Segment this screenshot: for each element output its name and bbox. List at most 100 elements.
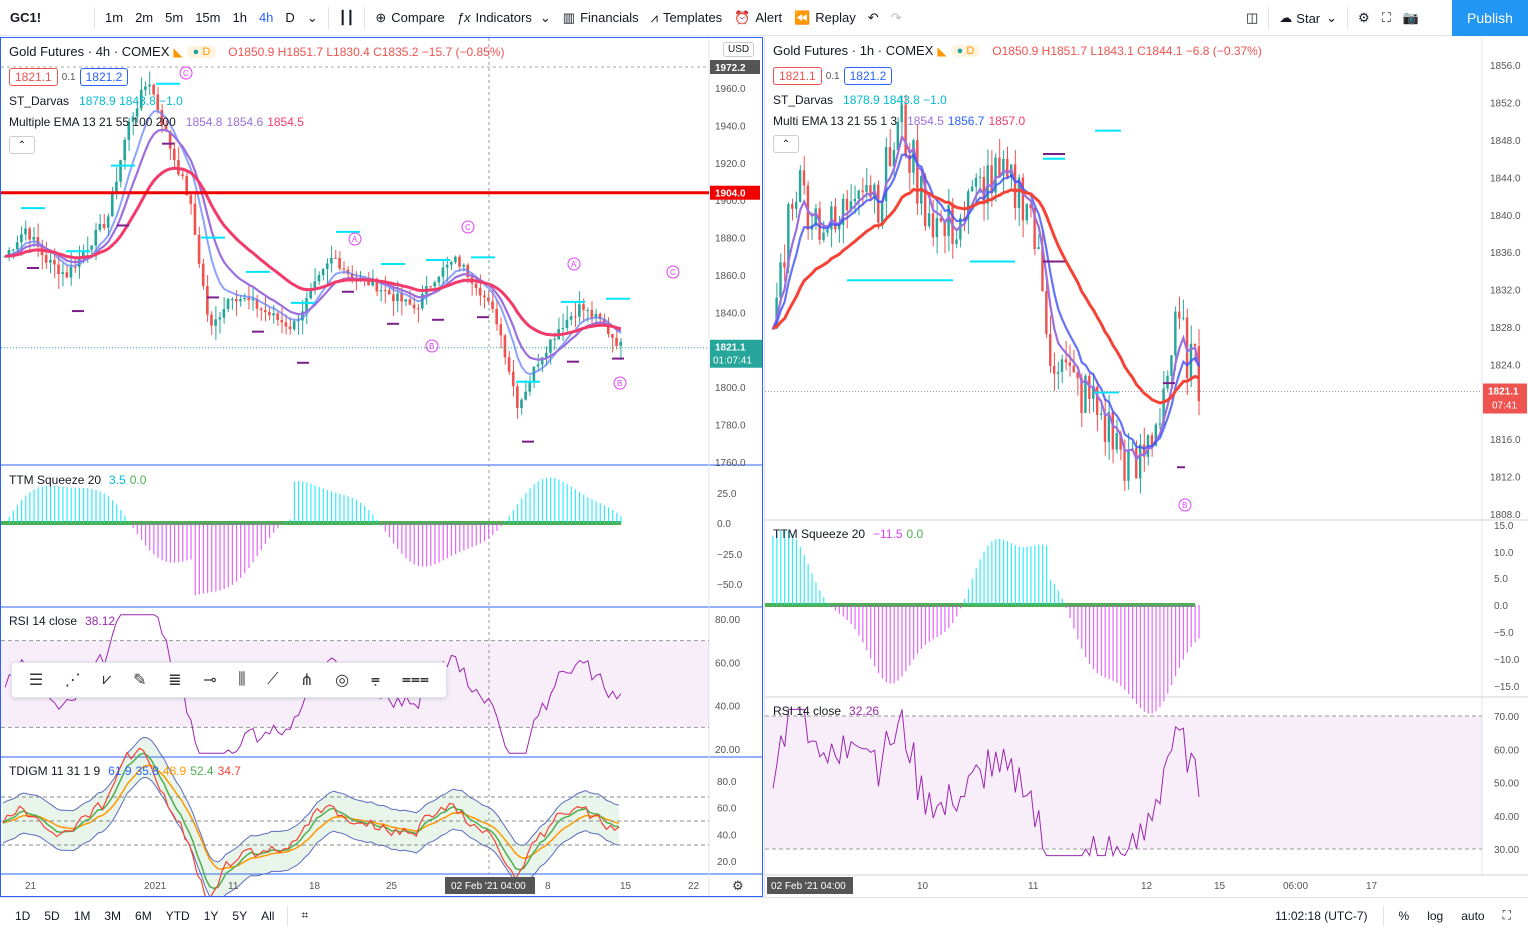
tdi-legend-left[interactable]: TDIGM 11 31 1 9 61.9 35.8 48.9 52.4 34.7	[9, 764, 241, 778]
gann-icon[interactable]: ◎	[335, 672, 350, 689]
price-tick-label: 1828.0	[1490, 323, 1521, 334]
tdi-tick-label: 80.0	[717, 777, 737, 788]
alert-button[interactable]: ⏰ Alert	[734, 9, 783, 26]
price-tick-label: 1856.0	[1490, 61, 1521, 72]
bid-price[interactable]: 1821.1	[9, 68, 58, 86]
candle-body	[197, 234, 201, 264]
candle-body	[20, 234, 23, 243]
interval-15m[interactable]: 15m	[195, 10, 221, 25]
collapse-legend-chevron-up-icon[interactable]: ⌃	[773, 135, 799, 153]
currency-label[interactable]: USD	[723, 42, 755, 57]
interval-4h[interactable]: 4h	[258, 10, 274, 25]
redo-icon[interactable]: ↷	[890, 9, 902, 25]
candle-body	[1045, 291, 1048, 335]
go-to-date-calendar-icon[interactable]: ⌗	[301, 908, 309, 922]
compare-button[interactable]: ⊕ Compare	[375, 9, 445, 26]
range-All[interactable]: All	[261, 908, 275, 923]
fullscreen-corners-icon[interactable]: ⛶	[1502, 908, 1511, 922]
bid-price[interactable]: 1821.1	[773, 67, 822, 85]
range-3M[interactable]: 3M	[104, 908, 122, 923]
settings-gear-icon[interactable]: ⚙	[1358, 10, 1370, 25]
range-5D[interactable]: 5D	[44, 908, 60, 923]
percent-scale-toggle[interactable]: %	[1398, 908, 1410, 923]
range-1D[interactable]: 1D	[15, 908, 31, 923]
candle-body	[7, 249, 11, 257]
auto-scale-toggle[interactable]: auto	[1461, 908, 1485, 923]
time-tick-label: 2021	[144, 881, 167, 892]
indicator-legend-ema[interactable]: Multiple EMA 13 21 55 100 200 1854.8 185…	[9, 115, 304, 129]
candle-body	[379, 290, 383, 292]
collapse-legend-chevron-up-icon[interactable]: ⌃	[9, 136, 35, 154]
candle-body	[445, 264, 449, 268]
candle-body	[222, 309, 226, 318]
pitchfork-icon[interactable]: ⋔	[300, 672, 314, 689]
indicators-button[interactable]: ƒx Indicators ⌄	[456, 9, 551, 26]
ask-price[interactable]: 1821.2	[843, 67, 893, 85]
candle-body	[791, 204, 794, 209]
indicator-legend-ema[interactable]: Multi EMA 13 21 55 1 3 1854.5 1856.7 185…	[773, 114, 1026, 128]
star-button[interactable]: ☁ Star ⌄	[1279, 10, 1338, 26]
interval-2m[interactable]: 2m	[135, 10, 154, 25]
candle-body	[1033, 208, 1036, 249]
camera-icon[interactable]: 📷	[1402, 10, 1419, 25]
range-1M[interactable]: 1M	[73, 908, 91, 923]
chart-pane-right[interactable]: 1856.0 1852.0 1848.0 1844.0 1840.0 1836.0 1832…	[764, 37, 1528, 897]
horizontal-ray-icon[interactable]: ⊸	[203, 672, 217, 689]
candle-body	[28, 228, 31, 240]
candle-body	[857, 190, 860, 199]
financials-button[interactable]: ▥ Financials	[562, 9, 639, 26]
range-icon[interactable]: ⩶	[401, 671, 430, 688]
range-YTD[interactable]: YTD	[165, 908, 190, 923]
fullscreen-icon[interactable]: ⛶	[1381, 10, 1391, 25]
interval-dropdown-chevron-icon[interactable]: ⌄	[306, 9, 318, 25]
layout-icon[interactable]: ◫	[1246, 10, 1259, 25]
clock-timezone[interactable]: 11:02:18 (UTC-7)	[1275, 908, 1368, 923]
ttm-legend-right[interactable]: TTM Squeeze 20 −11.5 0.0	[773, 527, 924, 541]
abc-pattern-icon[interactable]: ⩗	[102, 671, 112, 688]
price-tag-resistance-label: 1904.0	[715, 189, 746, 200]
vertical-lines-icon[interactable]: ⫼	[238, 671, 246, 688]
candle-body	[841, 198, 845, 225]
replay-button[interactable]: ⏪ Replay	[794, 9, 856, 26]
templates-button[interactable]: ⩘ Templates	[650, 9, 723, 26]
wave-label-circle	[179, 66, 193, 80]
interval-1m[interactable]: 1m	[105, 10, 124, 25]
bar-style-icon[interactable]: ┃┃	[338, 9, 355, 25]
candle-body	[1013, 164, 1017, 208]
log-scale-toggle[interactable]: log	[1427, 908, 1444, 923]
candle-body	[305, 298, 308, 312]
candle-body	[156, 94, 160, 110]
candle-body	[482, 295, 486, 298]
price-tick-label: 1880.0	[715, 234, 746, 245]
range-1Y[interactable]: 1Y	[203, 908, 219, 923]
fib-icon[interactable]: ≣	[168, 672, 182, 689]
candle-body	[1107, 411, 1111, 442]
candle-body	[139, 89, 143, 109]
horizontal-lines-icon[interactable]: ☰	[28, 672, 44, 689]
chart-canvas-right[interactable]: 1856.0 1852.0 1848.0 1844.0 1840.0 1836.0 1832…	[765, 37, 1528, 897]
rsi-legend-right[interactable]: RSI 14 close 32.26	[773, 704, 880, 718]
pattern-icon[interactable]: ⋰	[64, 672, 81, 689]
rsi-tick-label: 70.00	[1494, 712, 1519, 723]
brush-icon[interactable]: ✎	[133, 672, 147, 689]
undo-icon[interactable]: ↶	[867, 9, 879, 25]
trend-line-icon[interactable]: ⟋	[267, 671, 279, 688]
symbol-search[interactable]: GC1!	[10, 10, 42, 25]
interval-1h[interactable]: 1h	[232, 10, 247, 25]
interval-D[interactable]: D	[285, 10, 295, 25]
rsi-legend-left[interactable]: RSI 14 close 38.12	[9, 614, 116, 628]
publish-button[interactable]: Publish	[1452, 0, 1528, 36]
range-6M[interactable]: 6M	[135, 908, 152, 923]
indicator-legend-darvas[interactable]: ST_Darvas 1878.9 1843.8 −1.0	[9, 94, 183, 108]
indicator-legend-darvas[interactable]: ST_Darvas 1878.9 1843.8 −1.0	[773, 93, 947, 107]
chart-pane-left[interactable]: 1960.0 1940.0 1920.0 1900.0 1880.0 1860.0 1840…	[0, 37, 763, 903]
interval-5m[interactable]: 5m	[165, 10, 184, 25]
ask-price[interactable]: 1821.2	[79, 68, 129, 86]
rsi-tick-label: 60.00	[1494, 745, 1519, 756]
price-tag-high-label: 1972.2	[715, 63, 746, 74]
channel-icon[interactable]: ⩦	[370, 671, 381, 688]
candle-body	[400, 293, 403, 302]
range-5Y[interactable]: 5Y	[232, 908, 248, 923]
candle-body	[148, 84, 151, 87]
ttm-legend-left[interactable]: TTM Squeeze 20 3.5 0.0	[9, 473, 147, 487]
